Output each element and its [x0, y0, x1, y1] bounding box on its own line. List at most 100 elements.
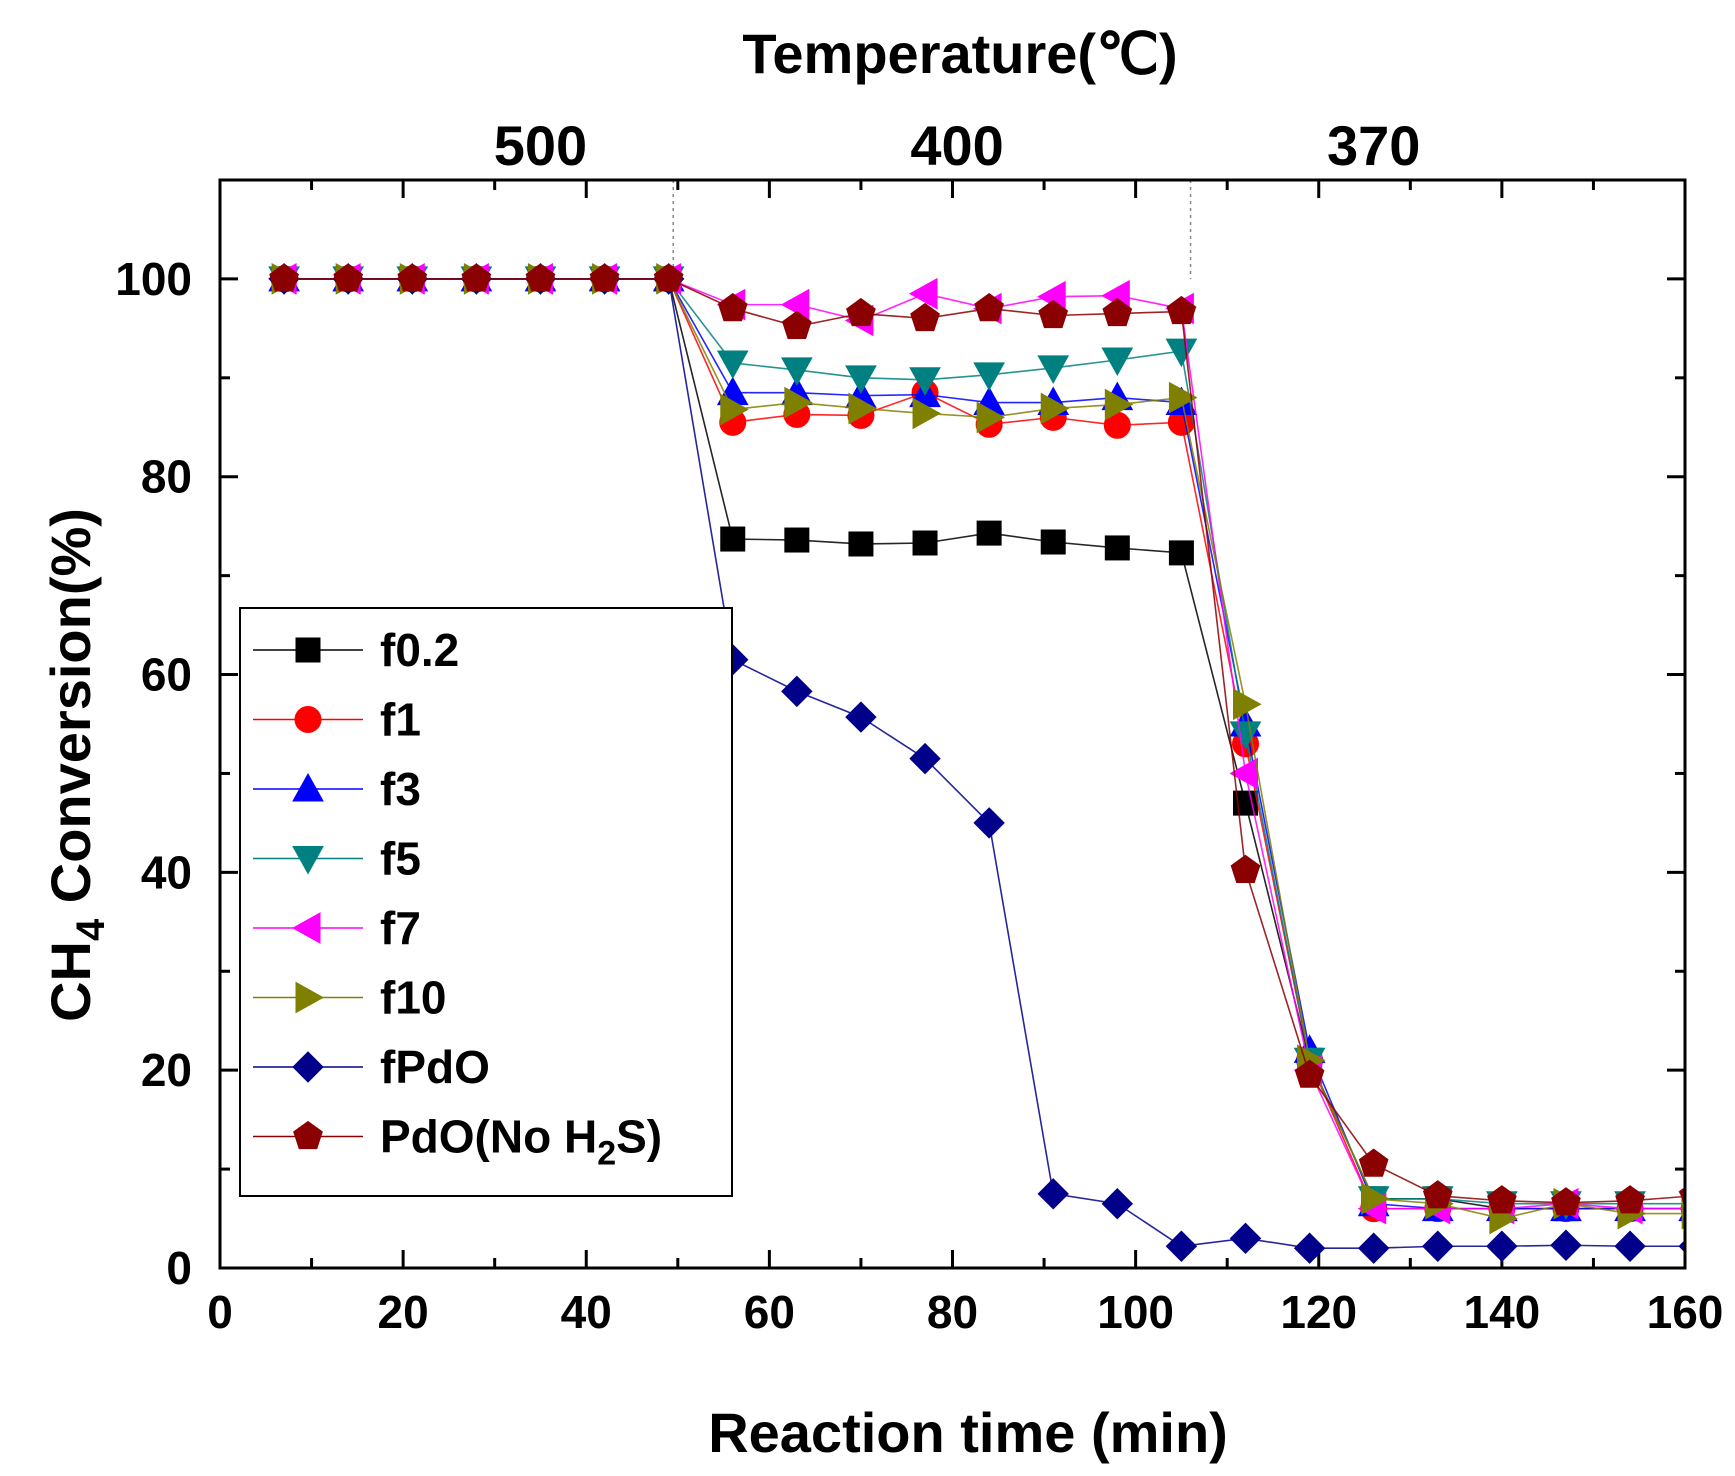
data-point	[974, 292, 1004, 322]
temperature-labels: 500 400 370	[494, 114, 1421, 177]
data-point	[589, 263, 620, 292]
x-tick-label: 40	[561, 1286, 612, 1338]
data-point	[1293, 1232, 1326, 1264]
data-point	[1101, 1188, 1134, 1220]
legend-marker	[294, 706, 322, 733]
data-point	[848, 531, 874, 557]
data-point	[848, 392, 877, 425]
legend-marker	[291, 912, 321, 944]
legend-marker	[292, 772, 324, 802]
data-point	[1104, 535, 1130, 561]
legend-label: f5	[380, 833, 421, 885]
data-point	[269, 263, 299, 292]
data-point	[909, 742, 941, 775]
data-point	[1615, 1185, 1645, 1214]
top-axis-title: Temperature(℃)	[742, 22, 1177, 85]
y-axis-title-main: CH	[39, 941, 102, 1022]
legend-label: f10	[380, 972, 446, 1024]
data-point	[912, 397, 942, 430]
data-point	[1040, 392, 1070, 425]
legend-last-rest: S)	[616, 1111, 662, 1163]
series-7	[269, 263, 1685, 1216]
temperature-label: 400	[910, 114, 1003, 177]
data-point	[976, 401, 1006, 434]
legend-label-pdo-no-h2s: PdO(No H2S)	[380, 1111, 662, 1173]
legend-label: f7	[380, 902, 421, 954]
y-tick-label: 60	[141, 649, 192, 701]
plot-frame	[218, 178, 1687, 1270]
data-point	[1486, 1230, 1518, 1262]
data-point	[1550, 1229, 1582, 1261]
legend-marker	[292, 1051, 324, 1083]
data-point	[1102, 297, 1133, 327]
data-point	[1165, 1230, 1198, 1262]
legend-last-sub: 2	[597, 1135, 616, 1173]
data-point	[909, 277, 938, 310]
legend-label: f0.2	[380, 624, 459, 676]
data-point	[720, 526, 746, 552]
x-tick-label: 80	[927, 1286, 978, 1338]
data-point	[1229, 721, 1262, 750]
data-point	[461, 263, 492, 292]
data-point	[973, 807, 1005, 839]
y-tick-label: 20	[141, 1044, 192, 1096]
data-point	[1168, 381, 1198, 414]
legend-items: f0.2 f1 f3 f5 f7 f10 fPdO	[253, 624, 490, 1150]
data-point	[1037, 355, 1070, 384]
legend-label: fPdO	[380, 1041, 490, 1093]
data-point	[1233, 688, 1262, 721]
data-point	[912, 530, 938, 556]
data-point	[1101, 347, 1134, 377]
data-point	[716, 350, 749, 380]
legend-box	[239, 607, 733, 1197]
data-point	[845, 701, 877, 733]
data-point	[1357, 1232, 1390, 1264]
x-tick-label: 60	[744, 1286, 795, 1338]
data-point	[845, 365, 877, 394]
y-tick-label: 100	[115, 253, 192, 305]
legend-marker	[295, 637, 321, 663]
data-point	[1038, 299, 1069, 329]
data-point	[976, 520, 1002, 546]
data-point	[525, 263, 556, 292]
data-point	[910, 302, 940, 332]
temperature-label: 370	[1327, 114, 1420, 177]
data-point	[784, 527, 810, 553]
legend-last-main: PdO(No H	[380, 1111, 597, 1163]
data-point	[1104, 388, 1134, 421]
data-point	[333, 263, 364, 292]
y-tick-label: 40	[141, 846, 192, 898]
legend-marker	[295, 981, 325, 1014]
x-tick-label: 140	[1464, 1286, 1541, 1338]
legend-marker	[292, 846, 324, 875]
data-point	[1166, 295, 1197, 325]
y-tick-label: 0	[166, 1242, 192, 1294]
data-point	[1358, 1148, 1389, 1177]
data-point	[1294, 1059, 1325, 1088]
data-point	[781, 310, 812, 340]
data-point	[1040, 529, 1066, 555]
data-point	[1230, 854, 1261, 884]
data-point	[653, 263, 684, 292]
y-tick-label: 80	[141, 451, 192, 503]
data-point	[909, 367, 941, 396]
data-point	[781, 675, 813, 708]
legend-label: f1	[380, 694, 421, 746]
data-point	[973, 362, 1005, 391]
data-point	[846, 297, 876, 327]
x-tick-label: 120	[1280, 1286, 1357, 1338]
data-point	[397, 263, 428, 292]
data-point	[1487, 1185, 1517, 1214]
x-tick-label: 100	[1097, 1286, 1174, 1338]
data-point	[1037, 1178, 1069, 1210]
y-axis-title-sub: 4	[69, 918, 113, 941]
data-point	[780, 357, 813, 386]
series-layer	[268, 262, 1685, 1264]
x-tick-label: 0	[207, 1286, 233, 1338]
x-axis-title: Reaction time (min)	[708, 1401, 1228, 1464]
data-point	[1422, 1180, 1453, 1209]
data-point	[717, 292, 748, 322]
data-point	[784, 386, 813, 419]
data-point	[1551, 1187, 1581, 1216]
